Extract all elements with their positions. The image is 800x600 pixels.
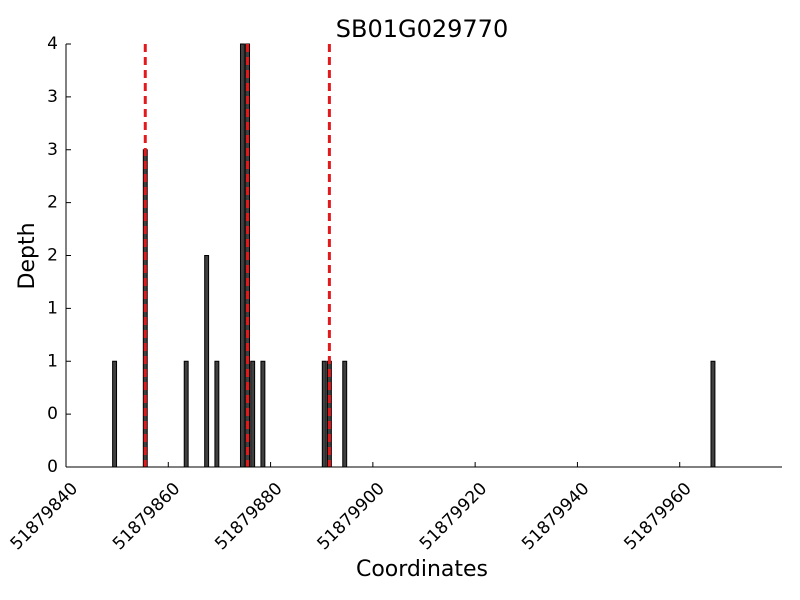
y-tick-label-3: 1: [47, 298, 58, 318]
bar-11: [342, 360, 348, 468]
y-tick-label-2: 1: [47, 351, 58, 371]
bar-group: [112, 43, 716, 468]
y-tick-group: 0 0 1 1 2 2 3 3 4: [47, 34, 71, 477]
x-tick-group: 51879840 51879860 51879880 51879900 51879920…: [7, 462, 696, 554]
x-tick-label-3: 51879900: [314, 479, 389, 554]
bar-12: [710, 360, 716, 468]
bar-0: [112, 360, 118, 468]
x-tick-label-1: 51879860: [109, 479, 184, 554]
bar-3: [204, 255, 210, 468]
bar-4: [214, 360, 220, 468]
bar-8: [260, 360, 266, 468]
x-tick-label-5: 51879940: [518, 479, 593, 554]
y-axis-label: Depth: [15, 222, 40, 289]
x-tick-label-4: 51879920: [416, 479, 491, 554]
y-tick-label-1: 0: [47, 404, 58, 424]
y-tick-label-8: 4: [47, 34, 58, 54]
y-tick-label-4: 2: [47, 246, 58, 266]
reference-line-group: [143, 44, 331, 467]
y-tick-label-7: 3: [47, 87, 58, 107]
y-tick-label-5: 2: [47, 193, 58, 213]
y-tick-label-6: 3: [47, 140, 58, 160]
axes: [65, 44, 782, 468]
x-tick-label-6: 51879960: [620, 479, 695, 554]
bar-9: [321, 360, 327, 468]
x-tick-label-0: 51879840: [7, 479, 82, 554]
bar-5: [239, 43, 245, 468]
x-tick-label-2: 51879880: [211, 479, 286, 554]
bar-2: [183, 360, 189, 468]
chart-title: SB01G029770: [336, 15, 508, 43]
x-axis-label: Coordinates: [356, 557, 488, 582]
bar-7: [250, 360, 256, 468]
y-tick-label-0: 0: [47, 457, 58, 477]
